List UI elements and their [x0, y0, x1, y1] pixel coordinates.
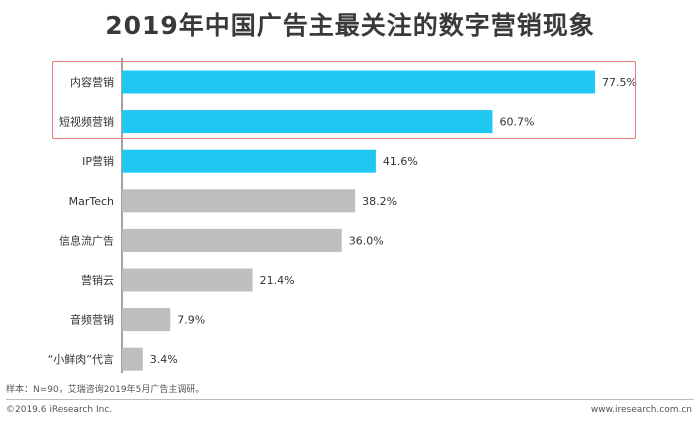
category-label: 短视频营销	[59, 115, 114, 129]
chart-title: 2019年中国广告主最关注的数字营销现象	[105, 11, 595, 40]
website-text: www.iresearch.com.cn	[590, 405, 692, 415]
category-label: MarTech	[69, 195, 114, 208]
value-label: 21.4%	[260, 274, 295, 287]
value-label: 60.7%	[499, 116, 534, 129]
value-label: 7.9%	[177, 314, 205, 327]
sample-note: 样本：N=90，艾瑞咨询2019年5月广告主调研。	[6, 385, 205, 395]
bar	[122, 70, 595, 94]
value-label: 41.6%	[383, 155, 418, 168]
bar	[122, 110, 493, 134]
bar	[122, 149, 376, 173]
category-label: IP营销	[82, 154, 114, 168]
footer-divider	[6, 399, 694, 400]
bar	[122, 308, 171, 332]
bar	[122, 268, 253, 292]
bar	[122, 347, 143, 371]
category-label: “小鲜肉”代言	[48, 352, 114, 366]
category-label: 信息流广告	[59, 233, 114, 247]
category-label: 内容营销	[70, 75, 114, 89]
bar	[122, 228, 342, 252]
value-label: 3.4%	[150, 353, 178, 366]
category-label: 营销云	[81, 273, 114, 287]
bar	[122, 189, 356, 213]
value-label: 36.0%	[349, 234, 384, 247]
category-label: 音频营销	[70, 313, 114, 327]
value-label: 77.5%	[602, 76, 637, 89]
highlight-box	[52, 61, 636, 139]
copyright-text: ©2019.6 iResearch Inc.	[6, 405, 113, 415]
value-label: 38.2%	[362, 195, 397, 208]
